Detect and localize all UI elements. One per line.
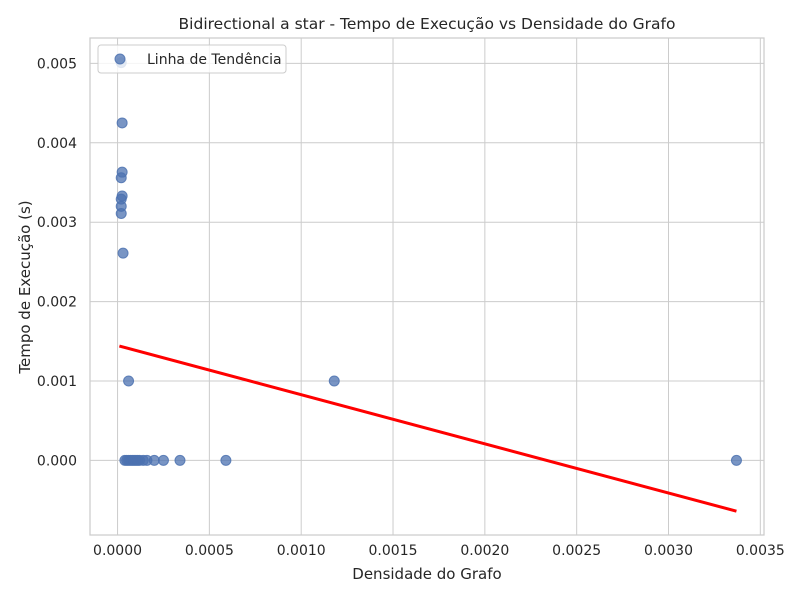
x-tick-label: 0.0000 xyxy=(93,543,142,559)
y-tick-label: 0.003 xyxy=(37,215,77,231)
data-point xyxy=(115,207,127,219)
trend-line xyxy=(118,344,737,513)
data-point xyxy=(123,375,135,387)
legend-marker xyxy=(114,53,126,65)
data-point xyxy=(220,454,232,466)
points-layer xyxy=(115,57,742,466)
legend: Linha de Tendência xyxy=(97,44,287,74)
data-point xyxy=(117,247,129,259)
x-tick-label: 0.0005 xyxy=(185,543,234,559)
y-tick-label: 0.000 xyxy=(37,453,77,469)
x-tick-label: 0.0025 xyxy=(552,543,601,559)
plot-frame xyxy=(89,37,765,536)
y-tick-label: 0.004 xyxy=(37,136,77,152)
data-point xyxy=(157,454,169,466)
y-tick-labels: 0.000 0.001 0.002 0.003 0.004 0.005 xyxy=(37,56,77,469)
data-point xyxy=(116,117,128,129)
y-tick-label: 0.001 xyxy=(37,374,77,390)
y-tick-label: 0.005 xyxy=(37,56,77,72)
grid xyxy=(90,38,764,535)
data-point xyxy=(328,375,340,387)
x-tick-label: 0.0030 xyxy=(644,543,693,559)
legend-box xyxy=(97,44,287,74)
trend-layer xyxy=(118,344,737,513)
x-tick-labels: 0.0000 0.0005 0.0010 0.0015 0.0020 0.0025 0.00… xyxy=(93,543,785,559)
legend-label: Linha de Tendência xyxy=(147,52,282,68)
x-tick-label: 0.0035 xyxy=(736,543,785,559)
x-axis-label: Densidade do Grafo xyxy=(352,565,501,583)
data-point xyxy=(730,454,742,466)
chart-title: Bidirectional a star - Tempo de Execução… xyxy=(179,15,676,33)
data-point xyxy=(174,454,186,466)
y-tick-label: 0.002 xyxy=(37,295,77,311)
y-axis-label: Tempo de Execução (s) xyxy=(16,200,34,374)
data-point xyxy=(115,172,127,184)
x-tick-label: 0.0020 xyxy=(460,543,509,559)
x-tick-label: 0.0015 xyxy=(369,543,418,559)
x-tick-label: 0.0010 xyxy=(277,543,326,559)
data-point xyxy=(148,454,160,466)
